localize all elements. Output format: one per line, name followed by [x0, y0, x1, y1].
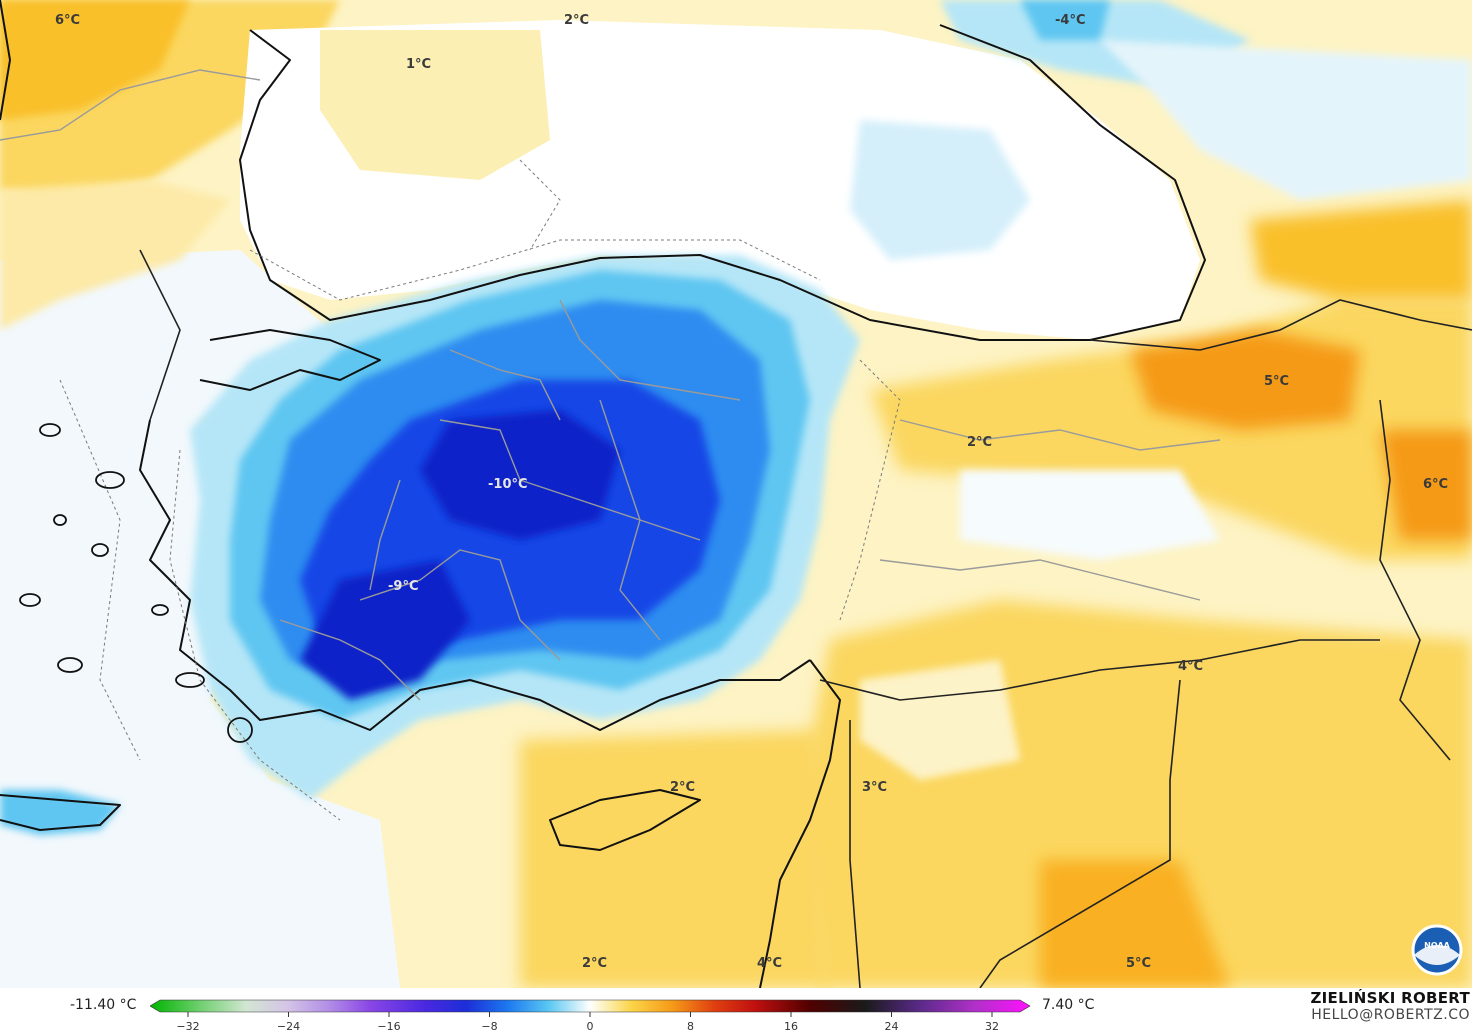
eastern-orange-core-2: [1380, 430, 1472, 540]
aegean-islands: [19, 423, 253, 743]
island: [57, 657, 83, 673]
temp-label: 4°C: [757, 956, 782, 971]
scale-tick-label: 16: [784, 1020, 798, 1033]
temp-label: 1°C: [406, 57, 431, 72]
island: [175, 672, 205, 688]
island: [95, 471, 125, 489]
syria-lebanon-border: [849, 720, 861, 988]
contour-line-5: [519, 159, 561, 251]
caucasus-warm-field: [1250, 200, 1472, 300]
province-line-1: [439, 419, 701, 541]
temperature-field: [0, 0, 1472, 988]
black-sea-warm-patch: [320, 30, 550, 180]
temp-label: 2°C: [564, 13, 589, 28]
province-line-6: [559, 299, 741, 401]
province-line-2: [359, 549, 561, 661]
temp-label: 3°C: [862, 780, 887, 795]
balkan-border: [139, 249, 181, 421]
turkey-iran-border: [1379, 399, 1451, 761]
iraq-gold-core: [1040, 860, 1230, 988]
balkan-pale-field: [0, 180, 230, 330]
anatolia-coldest-core-north: [420, 410, 620, 540]
province-borders: [0, 69, 1221, 701]
turkey-georgia-border: [1089, 299, 1472, 351]
island: [151, 604, 169, 616]
crete-outline: [0, 794, 121, 831]
province-line-10: [0, 69, 261, 141]
temp-label: -4°C: [1055, 13, 1085, 28]
northeast-cold-core: [1020, 0, 1110, 40]
levant-pale-patch: [860, 660, 1020, 780]
country-borders: [139, 249, 1472, 988]
black-sea-coast: [239, 24, 1206, 341]
temp-label: 2°C: [582, 956, 607, 971]
island: [91, 543, 109, 557]
scale-tick-label: 24: [885, 1020, 899, 1033]
scale-tick-label: −8: [481, 1020, 497, 1033]
noaa-logo: NOAA: [1411, 924, 1463, 976]
temp-label: 5°C: [1264, 374, 1289, 389]
island: [227, 717, 253, 743]
temp-label: 5°C: [1126, 956, 1151, 971]
south-aegean-coast: [139, 419, 811, 731]
marmara-coast: [199, 329, 381, 391]
map-canvas: 6°C 2°C -4°C 1°C -10°C -9°C 5°C 2°C 6°C …: [0, 0, 1472, 988]
black-sea-cool-patch: [850, 120, 1030, 260]
crete-cold-patch: [0, 790, 120, 835]
levant-coast: [759, 659, 841, 988]
eastern-cool-patch: [960, 470, 1220, 560]
temp-label: -9°C: [388, 579, 418, 594]
temp-label: 2°C: [670, 780, 695, 795]
province-line-3: [599, 399, 661, 641]
scale-tick-label: −24: [277, 1020, 300, 1033]
temperature-labels: 6°C 2°C -4°C 1°C -10°C -9°C 5°C 2°C 6°C …: [55, 13, 1448, 971]
contour-line-3: [839, 359, 901, 621]
svg-text:NOAA: NOAA: [1424, 941, 1450, 950]
temp-label: 4°C: [1178, 659, 1203, 674]
temp-label: 2°C: [967, 435, 992, 450]
eastern-orange-core: [1130, 330, 1360, 430]
author-name: ZIELIŃSKI ROBERT: [1310, 989, 1470, 1007]
legend-max-label: 7.40 °C: [1042, 997, 1095, 1013]
cyprus-outline: [549, 789, 701, 851]
color-scale: −32 −24 −16 −8 0 8 16 24 32: [150, 999, 1031, 1033]
scale-tick-label: 32: [985, 1020, 999, 1033]
contour-lines: [59, 159, 901, 821]
temp-label: 6°C: [55, 13, 80, 28]
turkey-syria-border: [819, 639, 1380, 701]
island: [53, 514, 67, 526]
province-line-8: [899, 419, 1221, 451]
scale-tick-label: 0: [587, 1020, 594, 1033]
contour-line-2: [169, 449, 341, 821]
island: [19, 593, 41, 607]
contour-line-1: [249, 239, 821, 301]
legend-min-label: -11.40 °C: [70, 997, 137, 1013]
scale-tick-label: −16: [377, 1020, 400, 1033]
legend-bar: -11.40 °C −32 −24 −16 −8 0 8 16 24 32 7.40 °C ZI…: [0, 988, 1472, 1035]
scale-ticks: −32 −24 −16 −8 0 8 16 24 32: [176, 1012, 999, 1033]
temp-label: 6°C: [1423, 477, 1448, 492]
anatolia-coldest-core-south: [300, 560, 470, 700]
island: [39, 423, 61, 437]
scale-tick-label: −32: [176, 1020, 199, 1033]
scale-tick-label: 8: [687, 1020, 694, 1033]
color-scale-bar: [150, 999, 1031, 1013]
province-line-9: [879, 559, 1201, 601]
author-email: HELLO@ROBERTZ.CO: [1311, 1007, 1470, 1023]
temperature-map: 6°C 2°C -4°C 1°C -10°C -9°C 5°C 2°C 6°C …: [0, 0, 1472, 988]
cyprus-sea-warm-field: [520, 730, 830, 988]
province-line-5: [369, 479, 401, 591]
west-edge-coast: [0, 0, 11, 121]
balkan-gold-field: [0, 0, 190, 120]
coastlines: [0, 0, 1206, 988]
province-line-7: [449, 349, 561, 421]
province-line-4: [279, 619, 421, 701]
syria-iraq-border: [979, 679, 1181, 988]
temp-label: -10°C: [488, 477, 528, 492]
caucasus-cool-field: [1100, 40, 1472, 200]
